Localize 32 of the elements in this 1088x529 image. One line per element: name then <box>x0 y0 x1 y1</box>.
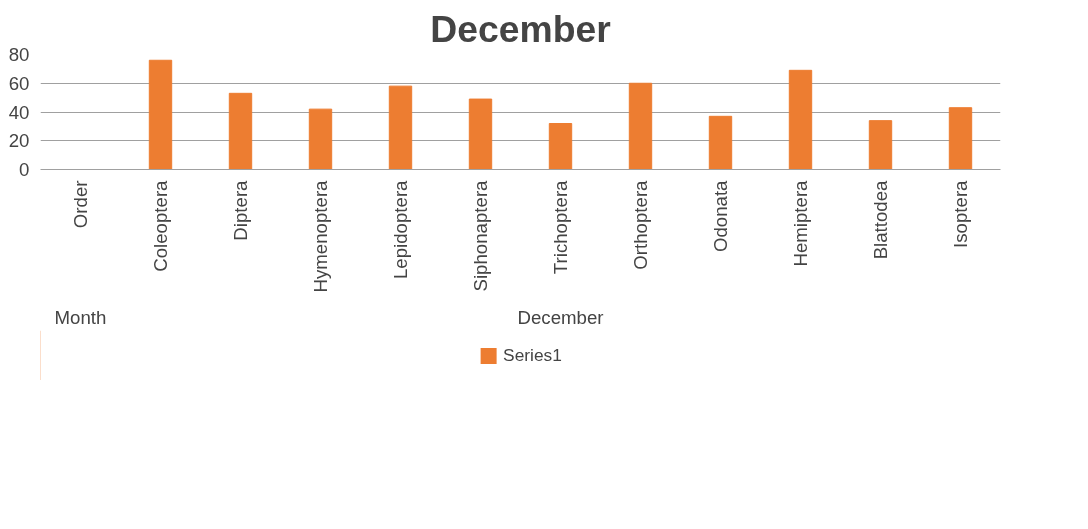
bar <box>868 120 893 170</box>
x-tick-label: Lepidoptera <box>390 179 411 280</box>
chart-title: December <box>430 7 611 50</box>
bar <box>788 69 813 170</box>
x-tick-label: Siphonaptera <box>470 179 491 292</box>
bar <box>948 107 973 170</box>
bar <box>388 85 413 170</box>
legend-label: Series1 <box>503 344 562 366</box>
y-tick-label: 0 <box>19 159 30 180</box>
text: December <box>517 306 604 328</box>
y-tick-label: 80 <box>8 44 30 65</box>
x-tick-label: Hemiptera <box>790 179 811 267</box>
bar <box>308 108 333 170</box>
x-tick-label: Diptera <box>230 179 251 241</box>
text: Month <box>54 306 107 328</box>
y-tick-label: 60 <box>8 72 30 94</box>
y-tick-label: 40 <box>8 101 30 123</box>
x-tick-label: Hymenoptera <box>310 179 331 293</box>
x-tick-label: Odonata <box>710 179 731 253</box>
x-tick-label: Blattodea <box>870 179 891 260</box>
bar <box>548 123 573 170</box>
bar <box>628 82 653 170</box>
y-tick-label: 20 <box>8 130 30 152</box>
bar <box>468 98 493 170</box>
x-tick-label: Isoptera <box>950 179 971 248</box>
x-tick-label: Trichoptera <box>550 179 571 275</box>
bar <box>708 115 733 170</box>
bar <box>148 59 173 170</box>
x-tick-label: Order <box>70 180 91 229</box>
x-tick-label: Coleoptera <box>150 179 171 272</box>
bar <box>228 92 253 170</box>
x-tick-label: Orthoptera <box>630 179 651 270</box>
